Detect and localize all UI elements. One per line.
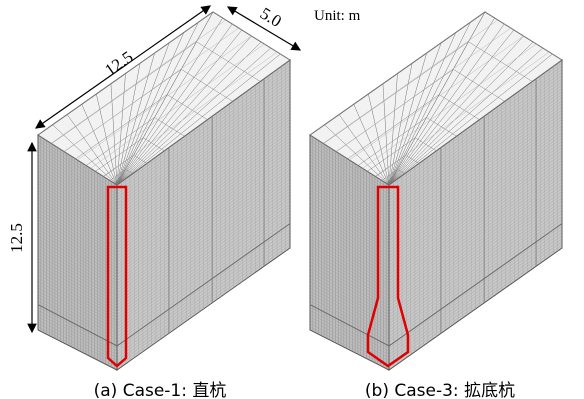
height-label: 12.5 <box>7 223 26 253</box>
unit-label: Unit: m <box>314 8 361 24</box>
page: {"unit_label":"Unit: m","dimensions":{"l… <box>0 0 584 399</box>
caption: (a) Case-1: 直杭 <box>94 381 227 399</box>
figure: 12.5 5.0 12.5 Unit: m (a) Case-1: 直杭 (b)… <box>0 0 584 399</box>
caption: (b) Case-3: 拡底杭 <box>365 381 515 399</box>
